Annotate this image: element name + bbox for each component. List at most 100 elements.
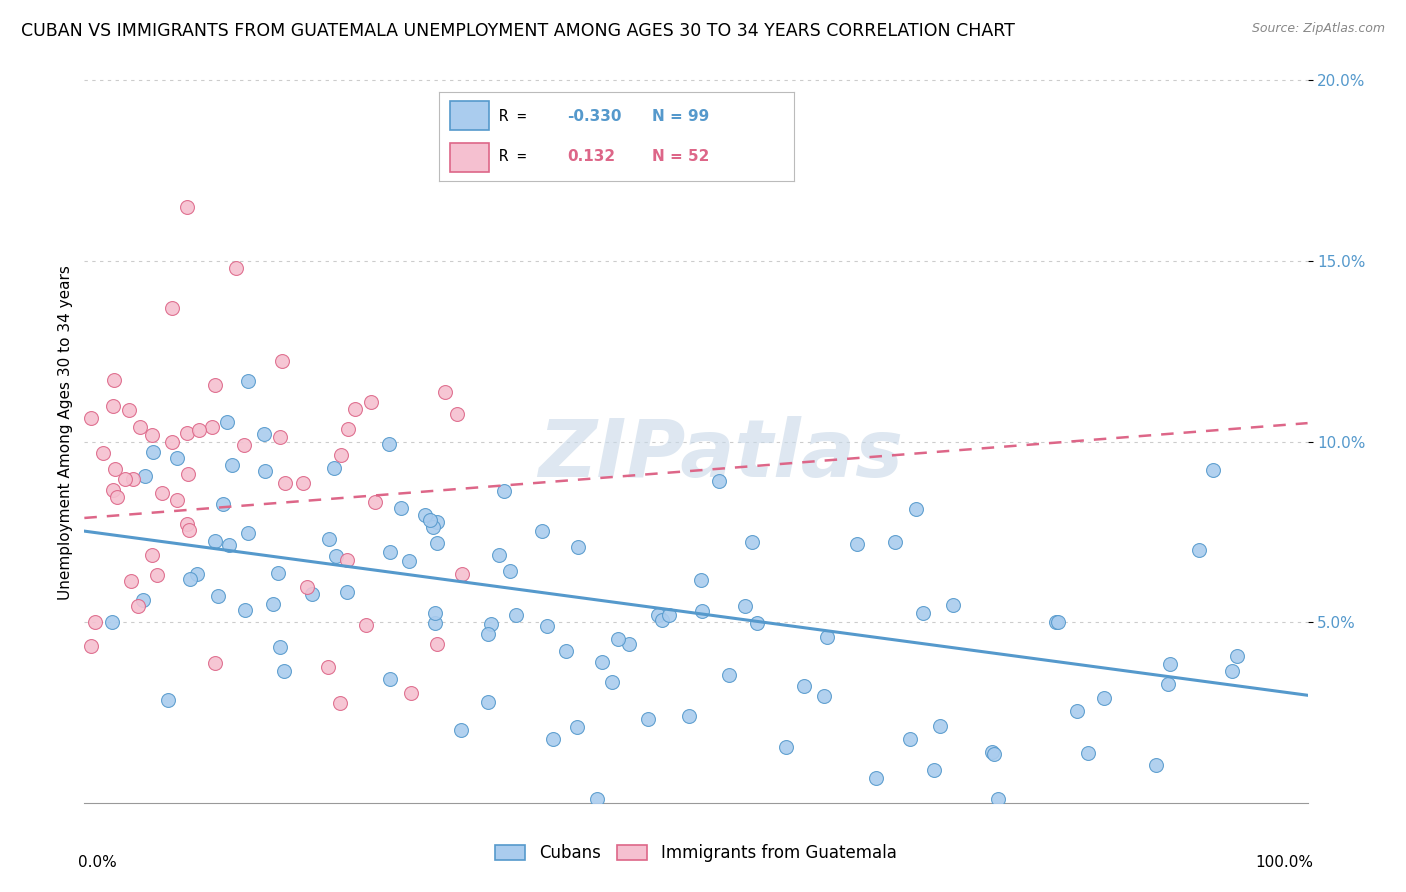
Point: [187, 423, 209, 437]
Point: [179, 572, 201, 586]
Point: [983, 747, 1005, 762]
Point: [83, 615, 105, 629]
Point: [325, 549, 347, 563]
Point: [80, 639, 103, 653]
Point: [217, 416, 239, 430]
Point: [399, 686, 422, 700]
Point: [253, 465, 276, 479]
Point: [492, 483, 515, 498]
Point: [1077, 746, 1099, 760]
Point: [987, 792, 1010, 806]
Point: [451, 566, 474, 581]
Point: [813, 689, 835, 703]
Point: [318, 533, 340, 547]
Point: [942, 599, 965, 613]
Point: [232, 438, 254, 452]
Point: [91, 446, 114, 460]
Point: [80, 411, 103, 425]
Point: [179, 523, 201, 537]
Point: [176, 426, 198, 441]
Point: [360, 394, 382, 409]
Text: Source: ZipAtlas.com: Source: ZipAtlas.com: [1251, 22, 1385, 36]
Point: [354, 617, 377, 632]
Point: [617, 637, 640, 651]
Point: [120, 574, 142, 589]
Point: [530, 524, 553, 539]
Point: [488, 549, 510, 563]
Point: [211, 497, 233, 511]
Point: [658, 607, 681, 622]
Point: [651, 613, 673, 627]
Point: [364, 494, 387, 508]
Point: [103, 399, 125, 413]
Point: [911, 607, 934, 621]
Point: [274, 475, 297, 490]
Point: [225, 261, 247, 276]
Point: [233, 603, 256, 617]
Point: [336, 584, 359, 599]
Point: [426, 516, 449, 530]
Point: [156, 693, 179, 707]
Point: [166, 450, 188, 465]
Point: [336, 553, 359, 567]
Point: [378, 437, 401, 451]
Point: [204, 377, 226, 392]
Point: [114, 472, 136, 486]
Point: [238, 525, 260, 540]
Y-axis label: Unemployment Among Ages 30 to 34 years: Unemployment Among Ages 30 to 34 years: [58, 265, 73, 600]
Point: [565, 720, 588, 734]
Point: [793, 680, 815, 694]
Point: [101, 483, 124, 497]
Point: [204, 534, 226, 549]
Text: ZIPatlas: ZIPatlas: [538, 416, 903, 494]
Point: [221, 458, 243, 472]
Point: [1045, 615, 1067, 629]
Legend: Cubans, Immigrants from Guatemala: Cubans, Immigrants from Guatemala: [489, 838, 903, 869]
Point: [865, 771, 887, 785]
Point: [479, 616, 502, 631]
Point: [477, 695, 499, 709]
Point: [150, 486, 173, 500]
Point: [567, 540, 589, 554]
Point: [344, 402, 367, 417]
Point: [378, 545, 401, 559]
Point: [329, 696, 352, 710]
Point: [423, 606, 446, 620]
Point: [426, 637, 449, 651]
Point: [718, 668, 741, 682]
Point: [898, 732, 921, 747]
Point: [413, 508, 436, 522]
Point: [141, 548, 163, 562]
Point: [389, 501, 412, 516]
Point: [922, 763, 945, 777]
Point: [602, 674, 624, 689]
Point: [127, 599, 149, 614]
Point: [815, 630, 838, 644]
Point: [1157, 677, 1180, 691]
Point: [586, 792, 609, 806]
Point: [398, 554, 420, 568]
Point: [146, 568, 169, 582]
Text: 100.0%: 100.0%: [1256, 855, 1313, 870]
Point: [380, 672, 402, 686]
Point: [426, 536, 449, 550]
Point: [1159, 657, 1181, 671]
Point: [201, 419, 224, 434]
Point: [419, 513, 441, 527]
Point: [905, 501, 928, 516]
Point: [1046, 615, 1069, 629]
Point: [218, 538, 240, 552]
Point: [291, 475, 314, 490]
Point: [637, 712, 659, 726]
Point: [129, 420, 152, 434]
Point: [262, 597, 284, 611]
Point: [692, 604, 714, 618]
Point: [734, 599, 756, 614]
Point: [747, 615, 769, 630]
Point: [330, 448, 353, 462]
Point: [554, 644, 576, 658]
Point: [775, 739, 797, 754]
Point: [1220, 665, 1243, 679]
Point: [160, 435, 183, 450]
Point: [709, 475, 731, 489]
